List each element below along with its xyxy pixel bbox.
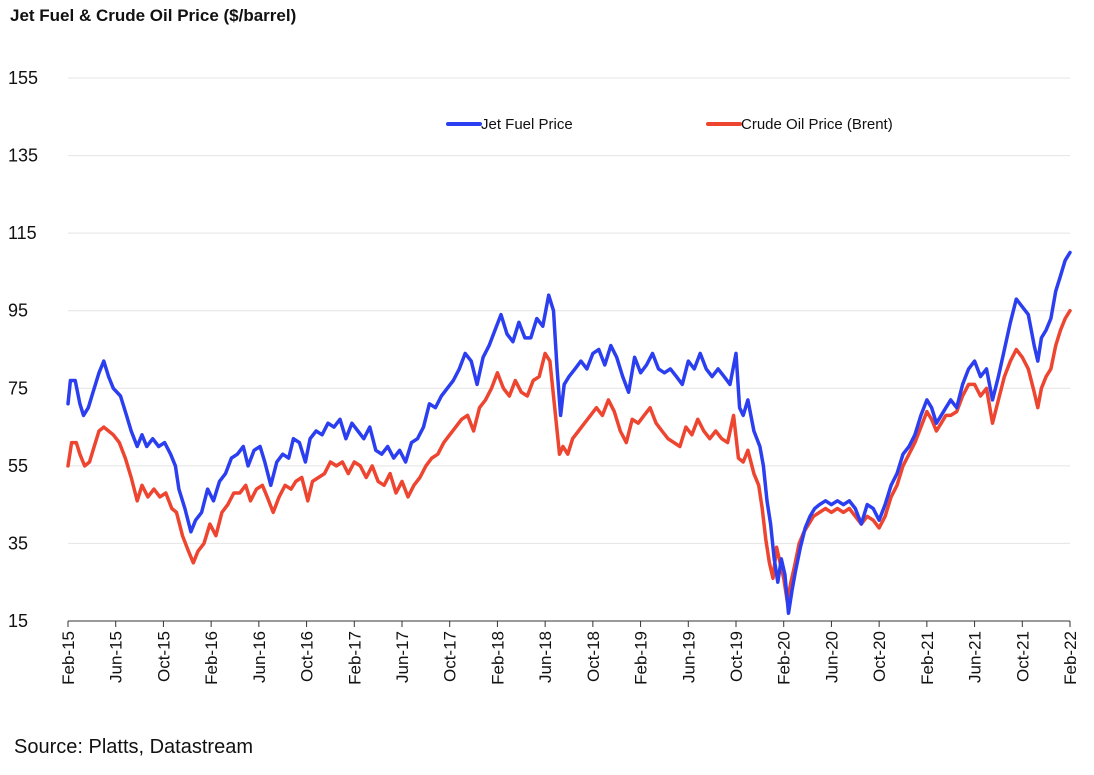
x-tick-label: Oct-16 (298, 631, 317, 682)
x-tick-label: Jun-21 (966, 631, 985, 683)
series-lines (66, 250, 1072, 615)
x-tick-label: Feb-17 (345, 631, 364, 685)
y-tick-label: 55 (8, 456, 28, 476)
x-tick-label: Jun-20 (822, 631, 841, 683)
source-note: Source: Platts, Datastream (14, 736, 253, 758)
y-tick-label: 115 (8, 223, 37, 243)
y-axis-ticks: 155 135 115 95 75 55 35 15 (8, 68, 38, 631)
legend-label: Crude Oil Price (Brent) (741, 116, 893, 133)
x-tick-label: Feb-15 (59, 631, 78, 685)
x-tick-label: Oct-19 (727, 631, 746, 682)
x-tick-label: Oct-15 (154, 631, 173, 682)
x-tick-label: Feb-22 (1061, 631, 1080, 685)
x-tick-label: Oct-20 (870, 631, 889, 682)
y-tick-label: 15 (8, 611, 28, 631)
legend-label: Jet Fuel Price (481, 116, 573, 133)
x-tick-label: Jun-18 (536, 631, 555, 683)
series-line-crude-oil (66, 308, 1072, 604)
x-tick-label: Jun-19 (679, 631, 698, 683)
x-axis-ticks: Feb-15 Jun-15 Oct-15 Feb-16 Jun-16 Oct-16 Feb-… (59, 621, 1080, 685)
chart-title: Jet Fuel & Crude Oil Price ($/barrel) (10, 6, 297, 25)
x-tick-label: Feb-16 (202, 631, 221, 685)
x-tick-label: Oct-21 (1013, 631, 1032, 682)
y-tick-label: 95 (8, 301, 28, 321)
x-tick-label: Jun-16 (250, 631, 269, 683)
x-tick-label: Feb-20 (775, 631, 794, 685)
x-tick-label: Oct-17 (441, 631, 460, 682)
series-line-jet-fuel (66, 250, 1072, 615)
y-tick-label: 75 (8, 378, 28, 398)
legend: Jet Fuel Price Crude Oil Price (Brent) (446, 116, 893, 133)
y-tick-label: 35 (8, 533, 28, 553)
y-tick-label: 155 (8, 68, 38, 88)
y-tick-label: 135 (8, 146, 38, 166)
x-tick-label: Feb-18 (488, 631, 507, 685)
x-tick-label: Jun-17 (393, 631, 412, 683)
gridlines (68, 77, 1070, 622)
x-tick-label: Feb-21 (918, 631, 937, 685)
x-tick-label: Jun-15 (107, 631, 126, 683)
x-tick-label: Feb-19 (632, 631, 651, 685)
x-tick-label: Oct-18 (584, 631, 603, 682)
